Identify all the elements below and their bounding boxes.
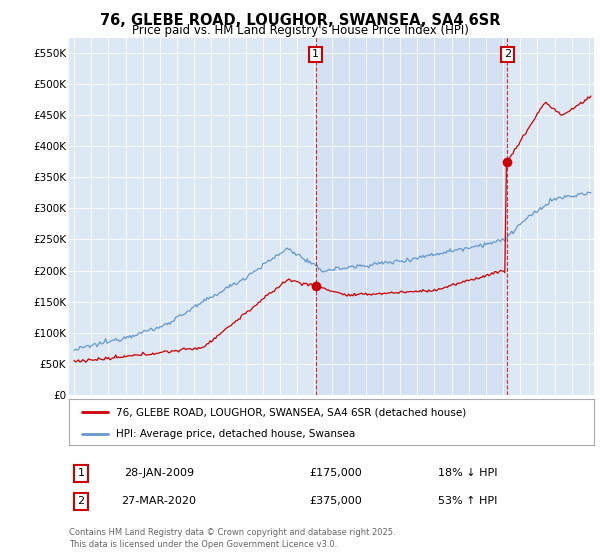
Text: 1: 1 (77, 468, 85, 478)
Bar (316, 38, 508, 395)
Text: 2: 2 (504, 49, 511, 59)
Text: 53% ↑ HPI: 53% ↑ HPI (439, 496, 497, 506)
Text: 27-MAR-2020: 27-MAR-2020 (121, 496, 197, 506)
Text: 1: 1 (312, 49, 319, 59)
Text: 76, GLEBE ROAD, LOUGHOR, SWANSEA, SA4 6SR (detached house): 76, GLEBE ROAD, LOUGHOR, SWANSEA, SA4 6S… (116, 407, 467, 417)
Text: Price paid vs. HM Land Registry's House Price Index (HPI): Price paid vs. HM Land Registry's House … (131, 24, 469, 38)
Text: 76, GLEBE ROAD, LOUGHOR, SWANSEA, SA4 6SR: 76, GLEBE ROAD, LOUGHOR, SWANSEA, SA4 6S… (100, 13, 500, 28)
Text: £175,000: £175,000 (310, 468, 362, 478)
Text: 18% ↓ HPI: 18% ↓ HPI (438, 468, 498, 478)
Text: Contains HM Land Registry data © Crown copyright and database right 2025.
This d: Contains HM Land Registry data © Crown c… (69, 528, 395, 549)
Text: HPI: Average price, detached house, Swansea: HPI: Average price, detached house, Swan… (116, 429, 355, 438)
Text: £375,000: £375,000 (310, 496, 362, 506)
Text: 28-JAN-2009: 28-JAN-2009 (124, 468, 194, 478)
Text: 2: 2 (77, 496, 85, 506)
